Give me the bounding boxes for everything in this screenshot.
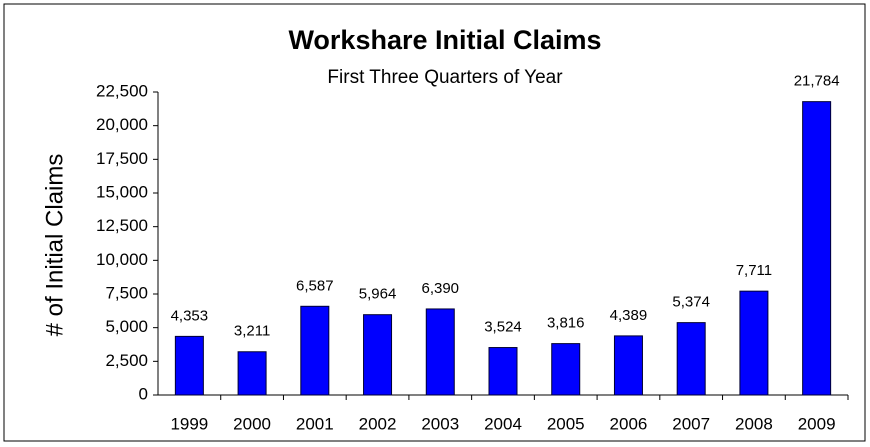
value-label: 21,784: [794, 73, 840, 90]
value-label: 3,211: [234, 323, 270, 340]
y-axis-label: # of Initial Claims: [41, 154, 68, 337]
y-tick-label: 0: [139, 384, 148, 403]
x-tick-label: 2002: [359, 414, 397, 433]
bar: [739, 290, 769, 396]
y-tick-label: 22,500: [96, 81, 148, 100]
value-label: 4,389: [610, 307, 648, 324]
bar: [363, 314, 393, 396]
value-label: 3,816: [547, 315, 585, 332]
value-label: 4,353: [171, 307, 209, 324]
x-tick-label: 2009: [798, 414, 836, 433]
value-label: 7,711: [736, 262, 772, 279]
value-label: 6,390: [421, 280, 459, 297]
bar: [300, 305, 330, 396]
x-tick-label: 2000: [233, 414, 271, 433]
bar: [488, 347, 518, 396]
x-tick-label: 2003: [421, 414, 459, 433]
x-tick-label: 2004: [484, 414, 522, 433]
bar: [802, 101, 832, 396]
value-label: 5,964: [359, 286, 397, 303]
x-tick-label: 2005: [547, 414, 585, 433]
value-label: 6,587: [296, 277, 334, 294]
y-tick-label: 15,000: [96, 182, 148, 201]
bar: [551, 343, 581, 396]
y-tick-label: 17,500: [96, 149, 148, 168]
y-tick-label: 5,000: [105, 317, 148, 336]
y-tick-label: 12,500: [96, 216, 148, 235]
x-tick-label: 2001: [296, 414, 334, 433]
y-tick-label: 10,000: [96, 250, 148, 269]
chart-title: Workshare Initial Claims: [288, 25, 601, 55]
x-tick-label: 2008: [735, 414, 773, 433]
y-tick-label: 2,500: [105, 351, 148, 370]
chart-subtitle: First Three Quarters of Year: [327, 67, 563, 88]
bar: [676, 322, 706, 396]
x-tick-label: 1999: [170, 414, 208, 433]
value-label: 5,374: [672, 294, 710, 311]
bar: [237, 351, 267, 396]
y-tick-label: 7,500: [105, 283, 148, 302]
x-tick-label: 2007: [672, 414, 710, 433]
value-label: 3,524: [484, 319, 522, 336]
bar: [174, 335, 204, 396]
bar: [613, 335, 643, 396]
y-tick-label: 20,000: [96, 115, 148, 134]
x-tick-label: 2006: [610, 414, 648, 433]
bar: [425, 308, 455, 396]
